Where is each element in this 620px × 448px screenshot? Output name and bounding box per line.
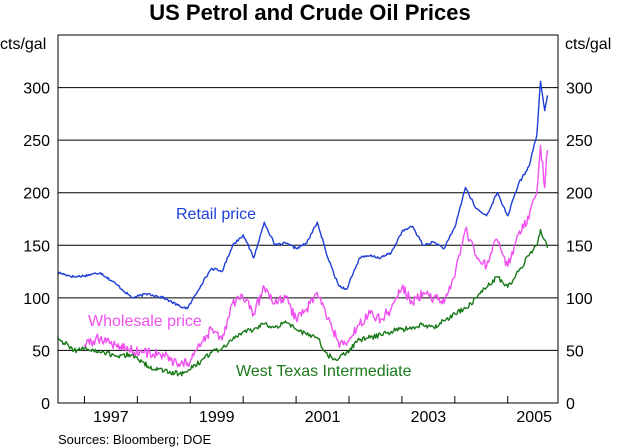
y-tick-right-250: 250 [566, 133, 593, 150]
y-tick-left-250: 250 [23, 133, 50, 150]
series-group [57, 80, 549, 377]
chart-title: US Petrol and Crude Oil Prices [149, 0, 471, 25]
x-tick-label-2001: 2001 [305, 409, 341, 426]
source-note: Sources: Bloomberg; DOE [58, 432, 212, 447]
y-tick-left-100: 100 [23, 291, 50, 308]
x-tick-label-2003: 2003 [411, 409, 447, 426]
series-line-west-texas-intermediate [57, 228, 549, 377]
y-tick-left-150: 150 [23, 238, 50, 255]
y-tick-left-200: 200 [23, 186, 50, 203]
series-line-wholesale-price [83, 144, 549, 368]
x-tick-label-1999: 1999 [199, 409, 235, 426]
gridlines [58, 87, 558, 351]
series-line-retail-price [57, 80, 549, 310]
y-tick-right-300: 300 [566, 81, 593, 98]
annotation-wholesale-price: Wholesale price [88, 313, 202, 330]
annotation-retail-price: Retail price [176, 206, 256, 223]
y-tick-labels: 0 0 50 50 100 100 150 150 200 200 250 250 300 300 [23, 81, 593, 413]
y-axis-label-right: cts/gal [565, 36, 611, 53]
x-tick-label-1997: 1997 [93, 409, 129, 426]
y-tick-right-0: 0 [566, 396, 575, 413]
x-tick-label-2005: 2005 [516, 409, 552, 426]
y-tick-right-100: 100 [566, 291, 593, 308]
annotation-west-texas-intermediate: West Texas Intermediate [236, 363, 412, 380]
y-tick-right-150: 150 [566, 238, 593, 255]
y-axis-label-left: cts/gal [0, 36, 46, 53]
y-tick-left-300: 300 [23, 81, 50, 98]
x-axis: 1997 1999 2001 2003 2005 [83, 396, 552, 426]
y-tick-left-50: 50 [32, 343, 50, 360]
y-tick-left-0: 0 [41, 396, 50, 413]
y-tick-right-200: 200 [566, 186, 593, 203]
plot-frame [57, 34, 559, 404]
y-tick-right-50: 50 [566, 343, 584, 360]
